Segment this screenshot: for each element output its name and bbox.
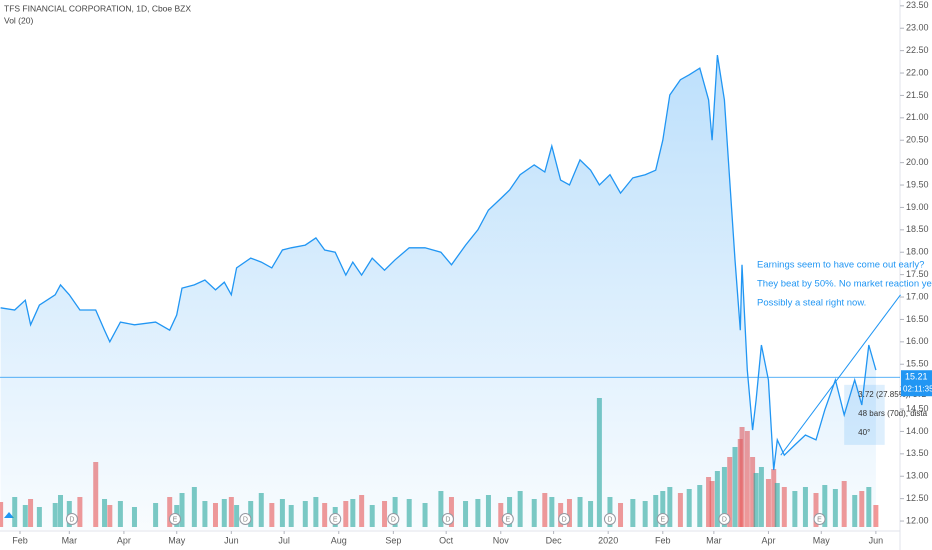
y-tick-label: 21.50 [906, 90, 929, 100]
y-tick-label: 23.50 [906, 0, 929, 10]
event-label: D [391, 516, 396, 523]
chart-title: TFS FINANCIAL CORPORATION, 1D, Cboe BZX [4, 3, 191, 13]
trend-line [780, 294, 901, 456]
x-tick-label: May [813, 535, 831, 545]
y-tick-label: 16.00 [906, 336, 929, 346]
event-label: E [173, 516, 178, 523]
y-tick-label: 12.50 [906, 493, 929, 503]
last-price-label: 15.21 [905, 372, 928, 382]
event-marker [718, 513, 731, 525]
x-tick-label: Aug [331, 535, 347, 545]
countdown-label: 02:11:35 [903, 384, 932, 393]
y-tick-label: 16.50 [906, 314, 929, 324]
price-line [0, 54, 877, 471]
y-tick-label: 13.00 [906, 471, 929, 481]
y-tick-label: 19.00 [906, 202, 929, 212]
price-area [0, 55, 876, 530]
event-marker [558, 513, 571, 525]
event-marker [65, 513, 78, 525]
event-label: D [69, 516, 74, 523]
x-tick-label: Oct [439, 535, 454, 545]
y-tick-label: 23.00 [906, 23, 929, 33]
y-tick-label: 20.50 [906, 135, 929, 145]
y-tick-label: 21.00 [906, 112, 929, 122]
x-tick-label: 2020 [598, 535, 618, 545]
x-tick-label: Feb [12, 535, 28, 545]
event-label: E [660, 516, 665, 523]
y-tick-label: 17.00 [906, 291, 929, 301]
event-label: D [243, 516, 248, 523]
x-tick-label: Apr [761, 535, 775, 545]
y-tick-label: 14.50 [906, 403, 929, 413]
x-tick-label: Jun [869, 535, 884, 545]
x-tick-label: Mar [706, 535, 722, 545]
event-marker [603, 513, 616, 525]
x-tick-label: Sep [385, 535, 401, 545]
event-marker [329, 513, 342, 525]
event-label: D [607, 516, 612, 523]
event-marker [387, 513, 400, 525]
annotation: They beat by 50%. No market reaction yet… [757, 279, 932, 290]
x-tick-label: Jun [224, 535, 239, 545]
x-tick-label: Jul [278, 535, 290, 545]
last-price-tag [901, 370, 932, 397]
y-tick-label: 14.00 [906, 426, 929, 436]
x-tick-label: Mar [62, 535, 78, 545]
event-label: D [562, 516, 567, 523]
y-tick-label: 22.00 [906, 67, 929, 77]
event-label: E [817, 516, 822, 523]
annotation: Earnings seem to have come out early? [757, 260, 924, 271]
event-marker [656, 513, 669, 525]
measure-label: 3.72 (27.85%), 372 [858, 390, 927, 399]
y-tick-label: 15.50 [906, 359, 929, 369]
measure-label: 40° [858, 428, 870, 437]
event-label: E [333, 516, 338, 523]
event-marker [441, 513, 454, 525]
x-tick-label: Dec [546, 535, 563, 545]
y-tick-label: 17.50 [906, 269, 929, 279]
y-tick-label: 12.00 [906, 515, 929, 525]
y-tick-label: 19.50 [906, 179, 929, 189]
x-tick-label: May [168, 535, 186, 545]
event-marker [168, 513, 181, 525]
event-label: E [505, 516, 510, 523]
measure-label: 48 bars (70d), dista [858, 409, 927, 418]
x-tick-label: Apr [117, 535, 131, 545]
y-tick-label: 22.50 [906, 45, 929, 55]
y-tick-label: 18.00 [906, 247, 929, 257]
event-marker [813, 513, 826, 525]
y-tick-label: 20.00 [906, 157, 929, 167]
event-label: D [445, 516, 450, 523]
volume-legend: Vol (20) [4, 15, 33, 25]
y-tick-label: 13.50 [906, 448, 929, 458]
annotation: Possibly a steal right now. [757, 298, 866, 309]
event-marker [239, 513, 252, 525]
event-marker [501, 513, 514, 525]
x-tick-label: Nov [493, 535, 510, 545]
measure-box [844, 384, 885, 445]
x-tick-label: Feb [655, 535, 671, 545]
event-label: D [722, 516, 727, 523]
y-tick-label: 18.50 [906, 224, 929, 234]
